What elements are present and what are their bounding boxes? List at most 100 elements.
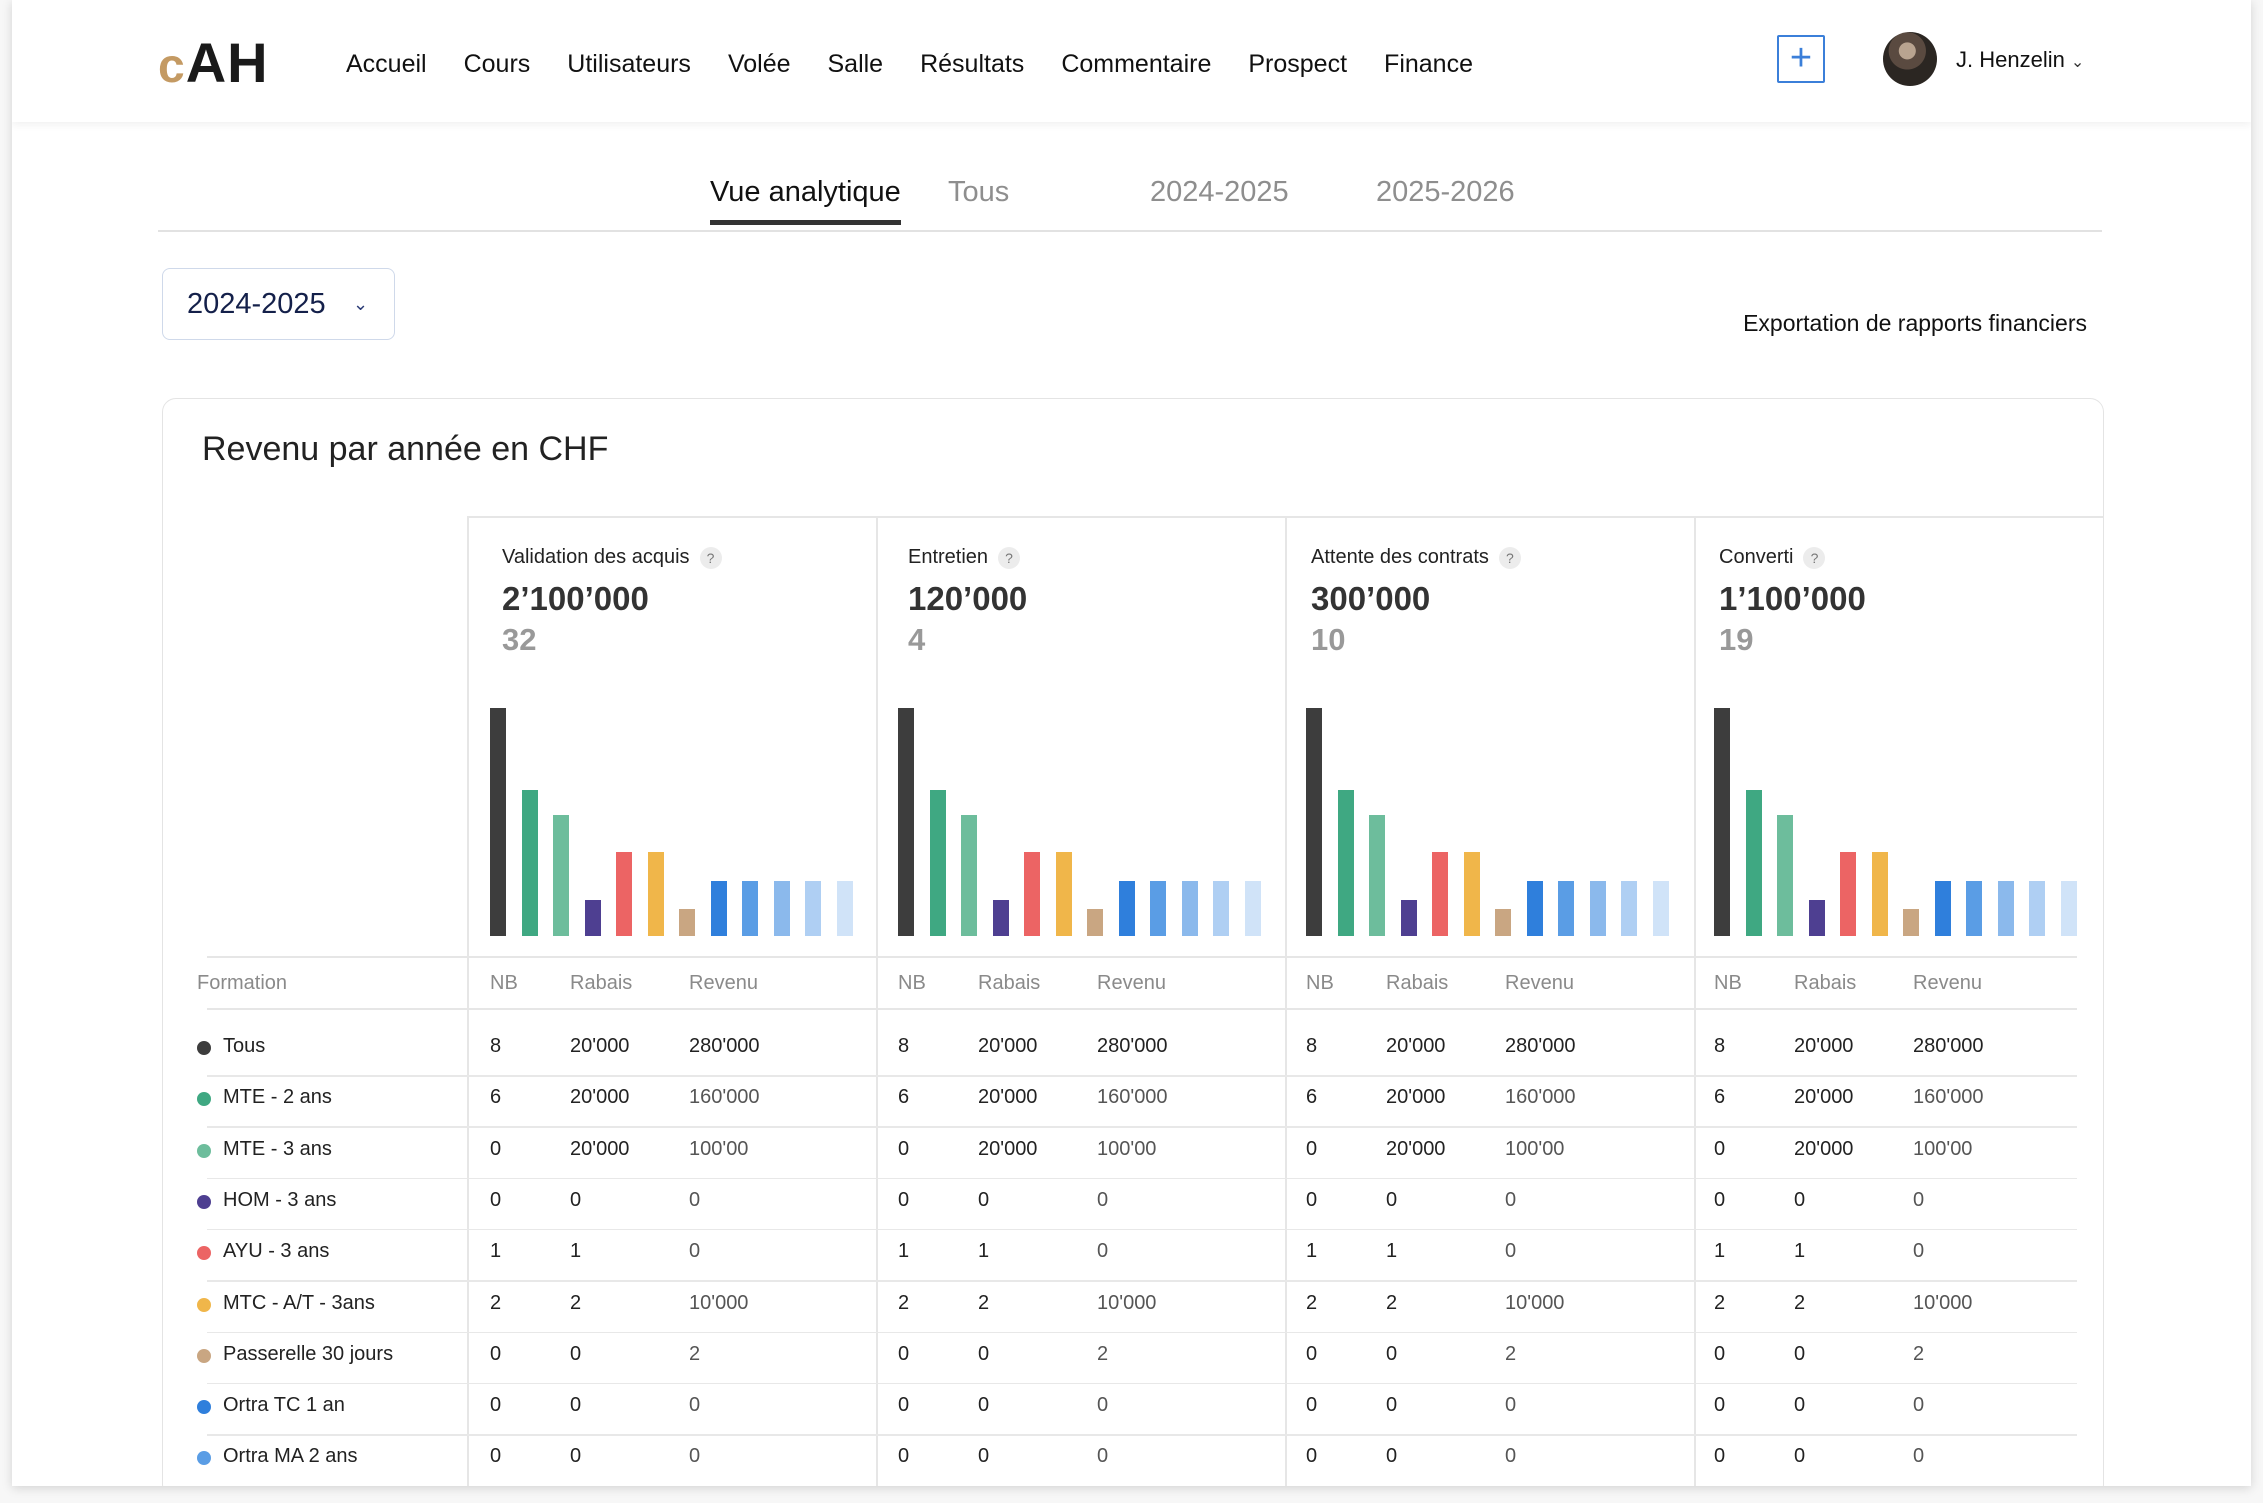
table-cell: 2 [1386, 1291, 1398, 1314]
nav-prospect[interactable]: Prospect [1248, 50, 1348, 78]
row-label: Tous [223, 1035, 266, 1057]
year-select[interactable]: 2024-2025 ⌄ [162, 268, 395, 340]
table-cell: 20'000 [1386, 1035, 1446, 1057]
table-cell: 8 [898, 1035, 910, 1057]
nav-utilisateurs[interactable]: Utilisateurs [567, 50, 691, 78]
table-cell: 2 [490, 1291, 502, 1314]
nav-cours[interactable]: Cours [463, 50, 531, 78]
legend-dot [197, 1348, 211, 1363]
column-header[interactable]: Rabais [1794, 972, 1857, 994]
column-header[interactable]: Revenu [1097, 972, 1166, 994]
cah-logo[interactable]: cAH [158, 31, 269, 94]
user-menu[interactable]: J. Henzelin ⌄ [1956, 47, 2084, 73]
table-cell: 20'000 [570, 1137, 630, 1160]
bar [773, 881, 790, 936]
bar [1432, 852, 1448, 936]
row-label: Passerelle 30 jours [223, 1342, 394, 1365]
divider [1285, 516, 1287, 1486]
bar-chart [1714, 700, 2094, 936]
bar [2060, 881, 2077, 936]
table-cell: 2 [1913, 1342, 1925, 1365]
table-cell: 0 [570, 1445, 582, 1468]
nav-volee[interactable]: Volée [727, 50, 791, 78]
divider [876, 516, 878, 1486]
table-cell: 0 [1913, 1394, 1925, 1417]
table-cell: 160'000 [1913, 1086, 1984, 1109]
add-button[interactable]: + [1777, 35, 1825, 83]
help-icon[interactable]: ? [1803, 546, 1826, 569]
divider [467, 516, 469, 1486]
table-cell: 0 [978, 1342, 990, 1365]
table-cell: 0 [490, 1137, 502, 1160]
table-cell: 6 [1306, 1086, 1318, 1109]
bar [2029, 881, 2045, 936]
row-divider [207, 1228, 2077, 1231]
table-cell: 10'000 [689, 1291, 749, 1314]
table-cell: 0 [978, 1394, 990, 1417]
bar [1055, 852, 1072, 936]
table-cell: 20'000 [570, 1035, 630, 1057]
column-header[interactable]: NB [1306, 972, 1334, 994]
column-header[interactable]: NB [1714, 972, 1742, 994]
table-cell: 0 [1097, 1188, 1109, 1211]
group-total: 1’100’000 [1719, 580, 1866, 617]
table-cell: 100'00 [689, 1137, 749, 1160]
help-icon[interactable]: ? [1498, 546, 1521, 569]
nav-commentaire[interactable]: Commentaire [1061, 50, 1212, 78]
bar [616, 852, 632, 936]
tab-2025-2026[interactable]: 2025-2026 [1376, 176, 1515, 208]
table-cell: 1 [1794, 1240, 1806, 1263]
table-cell: 160'000 [1505, 1086, 1576, 1109]
export-financial-reports-link[interactable]: Exportation de rapports financiers [1743, 310, 2087, 336]
nav-resultats[interactable]: Résultats [920, 50, 1025, 78]
help-icon[interactable]: ? [699, 546, 722, 569]
column-header[interactable]: NB [490, 972, 518, 994]
nav-salle[interactable]: Salle [827, 50, 884, 78]
help-icon[interactable]: ? [998, 546, 1021, 569]
bar [1400, 900, 1417, 936]
table-cell: 0 [1794, 1394, 1806, 1417]
bar [742, 881, 758, 936]
tab-2024-2025[interactable]: 2024-2025 [1150, 176, 1289, 208]
nav-accueil[interactable]: Accueil [346, 50, 427, 78]
group-title: Attente des contrats? [1311, 546, 1521, 569]
tab-tous[interactable]: Tous [948, 176, 1010, 208]
user-avatar[interactable] [1883, 32, 1937, 86]
table-cell: 0 [1714, 1137, 1726, 1160]
bar-chart [1306, 700, 1686, 936]
table-cell: 0 [1714, 1445, 1726, 1468]
table-cell: 0 [898, 1188, 910, 1211]
row-divider [207, 1382, 2077, 1385]
table-cell: 1 [978, 1240, 990, 1263]
column-header[interactable]: Revenu [1913, 972, 1982, 994]
nav-finance[interactable]: Finance [1384, 50, 1473, 78]
bar [836, 881, 853, 936]
tab-vue-analytique[interactable]: Vue analytique [710, 176, 901, 225]
group-total: 300’000 [1311, 580, 1431, 617]
table-cell: 0 [1386, 1188, 1398, 1211]
legend-dot [197, 1246, 211, 1261]
column-header[interactable]: Rabais [1386, 972, 1449, 994]
bar-chart [898, 700, 1278, 936]
group-total: 120’000 [908, 580, 1028, 617]
group-count: 32 [502, 622, 537, 657]
table-cell: 0 [898, 1137, 910, 1160]
column-header[interactable]: Rabais [570, 972, 633, 994]
table-cell: 2 [570, 1291, 582, 1314]
row-label: MTE - 3 ans [223, 1137, 332, 1160]
column-header[interactable]: Revenu [1505, 972, 1574, 994]
column-header[interactable]: Rabais [978, 972, 1041, 994]
table-cell: 0 [490, 1188, 502, 1211]
table-cell: 20'000 [1794, 1137, 1854, 1160]
table-cell: 1 [1306, 1240, 1318, 1263]
bar [929, 790, 946, 936]
column-header[interactable]: NB [898, 972, 926, 994]
table-cell: 100'00 [1913, 1137, 1973, 1160]
table-cell: 160'000 [1097, 1086, 1168, 1109]
group-title: Validation des acquis? [502, 546, 722, 569]
table-cell: 8 [490, 1035, 502, 1057]
bar [1306, 708, 1322, 936]
group-count: 4 [908, 622, 926, 657]
table-cell: 20'000 [1794, 1035, 1854, 1057]
column-header[interactable]: Revenu [689, 972, 758, 994]
